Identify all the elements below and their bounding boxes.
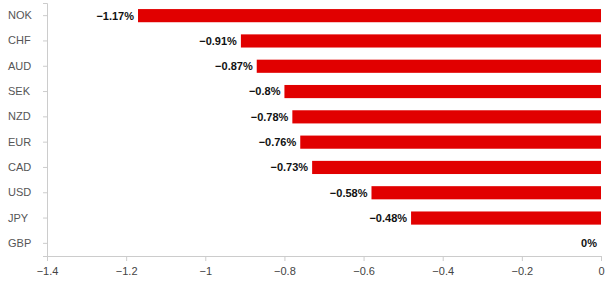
y-tick-label: USD — [8, 186, 31, 198]
x-tick: −0.2 — [511, 256, 533, 277]
x-tick-label: −1 — [200, 265, 213, 277]
y-tick-label: NOK — [8, 9, 33, 21]
y-tick: GBP — [8, 237, 47, 249]
x-tick-mark — [601, 256, 602, 261]
y-tick-mark — [43, 243, 47, 244]
y-tick-label: CAD — [8, 161, 31, 173]
y-tick-mark — [43, 40, 47, 41]
data-label: −0.8% — [249, 85, 281, 97]
x-tick: −0.8 — [274, 256, 296, 277]
x-tick: −0.6 — [353, 256, 375, 277]
x-tick: −1.4 — [37, 256, 59, 277]
bar — [284, 85, 601, 98]
data-label: −0.87% — [215, 60, 253, 72]
y-tick-label: GBP — [8, 237, 31, 249]
x-tick-mark — [522, 256, 523, 261]
data-label: 0% — [581, 237, 597, 249]
bar — [411, 211, 601, 224]
y-tick: EUR — [8, 136, 47, 148]
y-tick-mark — [43, 15, 47, 16]
x-tick-label: −0.8 — [274, 265, 296, 277]
x-tick-mark — [284, 256, 285, 261]
y-tick-mark — [43, 218, 47, 219]
bar — [241, 34, 601, 47]
bar — [601, 237, 602, 250]
y-tick-mark — [43, 116, 47, 117]
x-tick-label: −0.6 — [353, 265, 375, 277]
data-label: −1.17% — [96, 10, 134, 22]
y-tick-label: JPY — [8, 212, 29, 224]
x-tick-label: −1.4 — [37, 265, 59, 277]
x-tick-mark — [126, 256, 127, 261]
x-tick-mark — [364, 256, 365, 261]
y-tick-label: NZD — [8, 110, 31, 122]
bars — [138, 9, 601, 225]
x-axis: −1.4 −1.2 −1 −0.8 −0.6 −0.4 −0.2 0 — [37, 256, 605, 277]
x-tick-label: −0.4 — [432, 265, 454, 277]
bar — [138, 9, 601, 22]
x-tick-label: −1.2 — [116, 265, 138, 277]
y-axis-line — [43, 4, 48, 257]
y-tick-label: CHF — [8, 34, 31, 46]
data-label: −0.58% — [330, 187, 368, 199]
plot: −1.4−1.2−1−0.8−0.6−0.4−0.20NOKCHFAUDSEKN… — [8, 4, 605, 278]
y-tick-mark — [43, 192, 47, 193]
bar — [257, 60, 601, 73]
data-label: −0.76% — [259, 136, 297, 148]
data-label: −0.48% — [369, 212, 407, 224]
x-tick: −0.4 — [432, 256, 454, 277]
y-tick: SEK — [8, 85, 47, 97]
x-tick: −1 — [200, 256, 213, 277]
y-tick: NOK — [8, 9, 47, 21]
y-tick: USD — [8, 186, 47, 198]
data-labels: −1.17% −0.91% −0.87% −0.8% −0.78% −0.76% −0.73… — [96, 10, 597, 250]
y-tick-mark — [43, 167, 47, 168]
y-tick: NZD — [8, 110, 47, 122]
y-tick: AUD — [8, 60, 47, 72]
x-tick-label: −0.2 — [511, 265, 533, 277]
chart: −1.4−1.2−1−0.8−0.6−0.4−0.20NOKCHFAUDSEKN… — [0, 0, 616, 290]
data-label: −0.73% — [271, 161, 309, 173]
x-tick: −1.2 — [116, 256, 138, 277]
data-label: −0.78% — [251, 111, 289, 123]
y-tick: CAD — [8, 161, 47, 173]
bar — [292, 110, 601, 123]
x-tick-label: 0 — [598, 265, 604, 277]
bar — [312, 161, 601, 174]
x-tick-mark — [205, 256, 206, 261]
y-tick: JPY — [8, 212, 47, 224]
data-label: −0.91% — [199, 35, 237, 47]
x-tick: 0 — [598, 256, 604, 277]
bar — [371, 186, 601, 199]
y-tick-label: SEK — [8, 85, 31, 97]
y-tick-label: AUD — [8, 60, 31, 72]
bar — [300, 136, 601, 149]
x-tick-mark — [443, 256, 444, 261]
y-tick: CHF — [8, 34, 47, 46]
y-tick-mark — [43, 66, 47, 67]
y-axis: NOK CHF AUD SEK NZD EUR CAD USD JPY GBP — [8, 4, 48, 257]
y-tick-mark — [43, 142, 47, 143]
x-axis-line — [48, 257, 602, 262]
y-tick-mark — [43, 91, 47, 92]
y-tick-label: EUR — [8, 136, 31, 148]
